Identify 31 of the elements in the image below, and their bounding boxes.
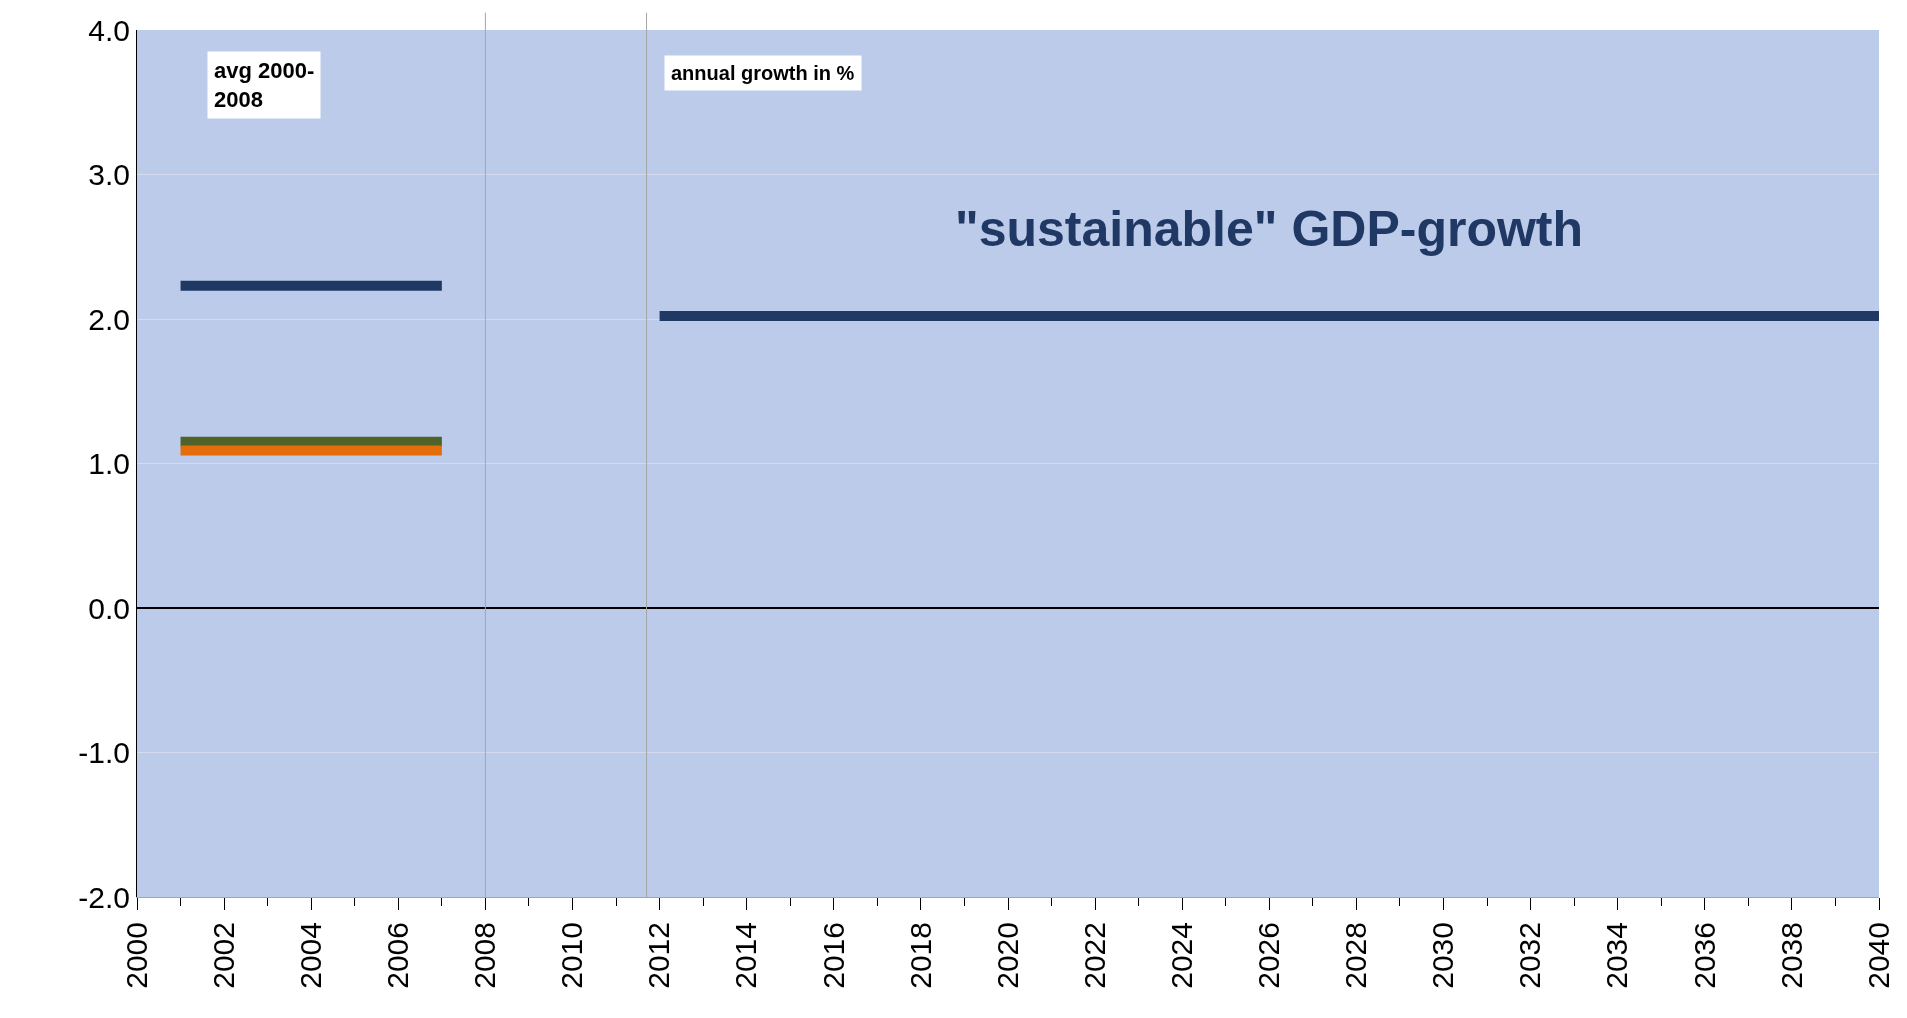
x-tick-label: 2024 bbox=[1164, 922, 1198, 989]
y-tick-label: -1.0 bbox=[78, 736, 130, 769]
x-tick-label: 2020 bbox=[990, 922, 1024, 989]
y-tick-label: 0.0 bbox=[88, 591, 130, 625]
y-tick-label: 1.0 bbox=[88, 447, 130, 480]
x-tick-label: 2002 bbox=[206, 922, 240, 989]
y-tick-label: 4.0 bbox=[88, 13, 130, 47]
x-tick-label: 2006 bbox=[381, 922, 415, 989]
x-tick-label: 2028 bbox=[1339, 922, 1373, 989]
x-tick-label: 2036 bbox=[1687, 922, 1721, 989]
x-tick-label: 2000 bbox=[119, 922, 153, 989]
x-tick-label: 2030 bbox=[1426, 922, 1460, 989]
x-tick-label: 2034 bbox=[1600, 922, 1634, 989]
x-tick-label: 2004 bbox=[293, 922, 327, 989]
y-tick-label: 3.0 bbox=[88, 158, 130, 191]
x-tick-label: 2038 bbox=[1774, 922, 1808, 989]
annotation: "sustainable" GDP-growth bbox=[955, 201, 1584, 257]
y-tick-label: 2.0 bbox=[88, 302, 130, 336]
x-tick-label: 2016 bbox=[816, 922, 850, 989]
annotation: avg 2000- 2008 bbox=[214, 58, 315, 112]
x-tick-label: 2040 bbox=[1861, 922, 1895, 989]
x-tick-label: 2010 bbox=[555, 922, 589, 989]
x-tick-label: 2014 bbox=[729, 922, 763, 989]
x-tick-label: 2008 bbox=[468, 922, 502, 989]
annotation: annual growth in % bbox=[671, 62, 855, 84]
x-tick-label: 2032 bbox=[1513, 922, 1547, 989]
x-tick-label: 2022 bbox=[1077, 922, 1111, 989]
x-tick-label: 2026 bbox=[1252, 922, 1286, 989]
x-tick-label: 2012 bbox=[642, 922, 676, 989]
y-tick-label: -2.0 bbox=[78, 880, 130, 914]
x-tick-label: 2018 bbox=[903, 922, 937, 989]
